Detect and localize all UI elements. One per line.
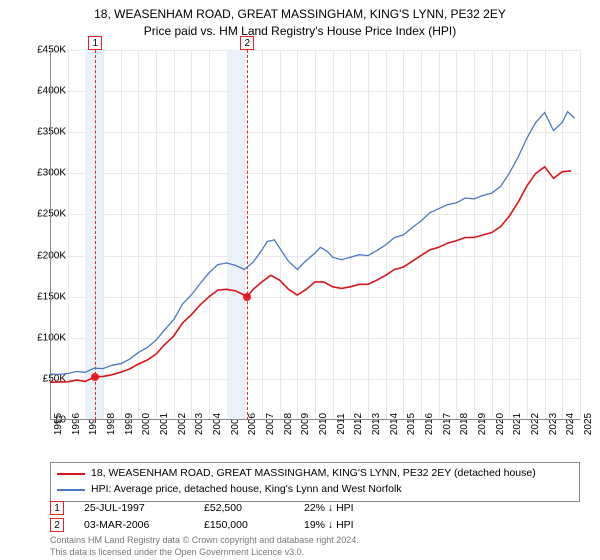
sale-row-date: 25-JUL-1997 [84, 500, 184, 517]
sale-marker-badge: 1 [88, 36, 102, 50]
sale-row-date: 03-MAR-2006 [84, 517, 184, 534]
line-series-svg [50, 50, 580, 420]
legend-item: 18, WEASENHAM ROAD, GREAT MASSINGHAM, KI… [57, 466, 573, 482]
sale-row-diff: 19% ↓ HPI [304, 517, 424, 534]
sale-row: 2 03-MAR-2006 £150,000 19% ↓ HPI [50, 517, 580, 534]
sale-row-price: £52,500 [204, 500, 284, 517]
footer-attribution: Contains HM Land Registry data © Crown c… [50, 535, 359, 558]
title-line-1: 18, WEASENHAM ROAD, GREAT MASSINGHAM, KI… [0, 6, 600, 23]
x-tick-label: 2025 [583, 413, 594, 435]
series-hpi [50, 112, 575, 375]
legend-label: 18, WEASENHAM ROAD, GREAT MASSINGHAM, KI… [91, 466, 536, 482]
legend-swatch [57, 489, 85, 491]
footer-line-2: This data is licensed under the Open Gov… [50, 547, 359, 559]
chart-title: 18, WEASENHAM ROAD, GREAT MASSINGHAM, KI… [0, 0, 600, 40]
footer-line-1: Contains HM Land Registry data © Crown c… [50, 535, 359, 547]
legend-label: HPI: Average price, detached house, King… [91, 482, 402, 498]
sale-row-diff: 22% ↓ HPI [304, 500, 424, 517]
legend: 18, WEASENHAM ROAD, GREAT MASSINGHAM, KI… [50, 462, 580, 502]
x-gridline [580, 50, 581, 420]
series-price_paid [50, 167, 571, 382]
sale-row-marker: 1 [50, 501, 64, 515]
chart-container: 18, WEASENHAM ROAD, GREAT MASSINGHAM, KI… [0, 0, 600, 560]
sale-marker-badge: 2 [240, 36, 254, 50]
sales-table: 1 25-JUL-1997 £52,500 22% ↓ HPI 2 03-MAR-2006… [50, 500, 580, 534]
legend-swatch [57, 473, 85, 475]
sale-row-price: £150,000 [204, 517, 284, 534]
sale-row-marker: 2 [50, 518, 64, 532]
sale-row: 1 25-JUL-1997 £52,500 22% ↓ HPI [50, 500, 580, 517]
legend-item: HPI: Average price, detached house, King… [57, 482, 573, 498]
